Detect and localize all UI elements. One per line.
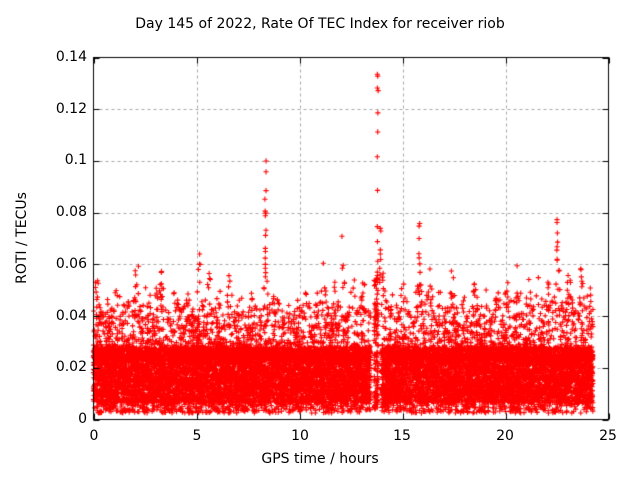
y-tick-label-012: 0.12 [55,101,87,117]
x-tick-label-10: 10 [291,428,309,444]
x-tick-label-25: 25 [599,428,617,444]
x-tick-label-0: 0 [89,428,99,444]
x-tick-label-5: 5 [192,428,202,444]
y-tick-label-01: 0.1 [64,152,87,168]
y-tick-label-0: 0 [78,411,87,427]
x-axis-label: GPS time / hours [261,451,379,467]
x-tick-label-20: 20 [496,428,514,444]
x-tick-label-15: 15 [393,428,411,444]
y-axis-label: ROTI / TECUs [14,192,30,284]
chart-title: Day 145 of 2022, Rate Of TEC Index for r… [135,16,505,32]
y-tick-label-004: 0.04 [55,308,87,324]
y-tick-label-008: 0.08 [55,204,87,220]
y-tick-label-014: 0.14 [55,49,87,65]
y-tick-label-002: 0.02 [55,359,87,375]
y-tick-label-006: 0.06 [55,256,87,272]
